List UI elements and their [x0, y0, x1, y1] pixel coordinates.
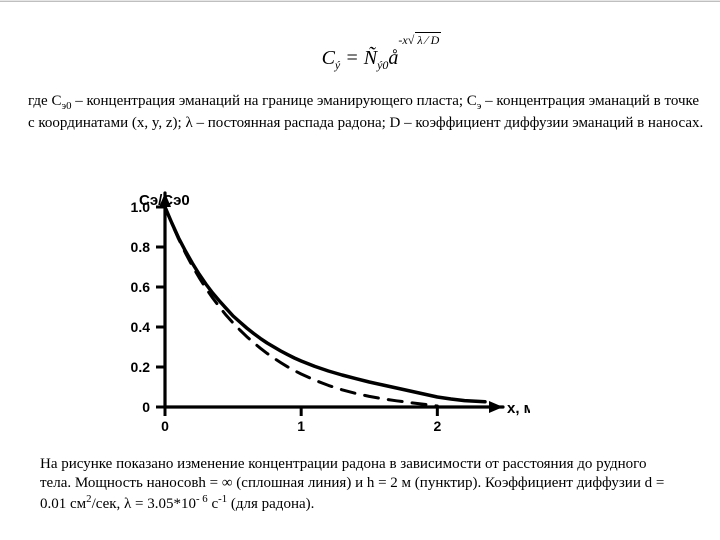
svg-text:0.8: 0.8	[131, 239, 151, 255]
formula: Cý = Ñý0å-x√λ ∕ D	[0, 48, 720, 71]
formula-exp-D: D	[431, 33, 440, 47]
svg-text:0.6: 0.6	[131, 279, 151, 295]
svg-text:0: 0	[142, 399, 150, 415]
svg-text:2: 2	[433, 418, 441, 434]
p2-sup2: - 6	[196, 493, 208, 505]
p2-t3: с	[208, 496, 218, 512]
p1-sub1: э0	[61, 100, 71, 112]
formula-lhs-base: C	[322, 47, 335, 69]
paragraph-caption: На рисунке показано изменение концентрац…	[40, 455, 680, 515]
svg-text:x, м: x, м	[507, 400, 530, 417]
svg-text:0: 0	[161, 418, 169, 434]
formula-rhs1-sub: ý0	[377, 58, 388, 72]
svg-text:0.4: 0.4	[131, 319, 151, 335]
p2-sup3: -1	[218, 493, 227, 505]
p2-t2: /сек, λ = 3.05*10	[92, 496, 196, 512]
formula-equals: =	[340, 47, 364, 69]
formula-exponential: å-x√λ ∕ D	[388, 48, 398, 68]
decay-chart-svg: 00.20.40.60.81.0012Cэ/Cэ0x, м	[100, 185, 530, 440]
svg-text:1: 1	[297, 418, 305, 434]
svg-text:0.2: 0.2	[131, 359, 151, 375]
formula-exp-radicand: λ ∕ D	[415, 32, 441, 47]
formula-e-base: å	[388, 47, 398, 69]
p2-t4: (для радона).	[227, 496, 314, 512]
p2-sup2-b: 6	[200, 493, 208, 505]
p1-t1: где C	[28, 93, 61, 109]
formula-rhs1-base: Ñ	[364, 47, 377, 69]
top-rule	[0, 0, 720, 3]
formula-exponent: -x√λ ∕ D	[398, 34, 441, 46]
p1-t2: – концентрация эманаций на границе эмани…	[72, 93, 477, 109]
decay-chart: 00.20.40.60.81.0012Cэ/Cэ0x, м	[100, 185, 530, 440]
paragraph-where: где Cэ0 – концентрация эманаций на грани…	[28, 92, 704, 133]
